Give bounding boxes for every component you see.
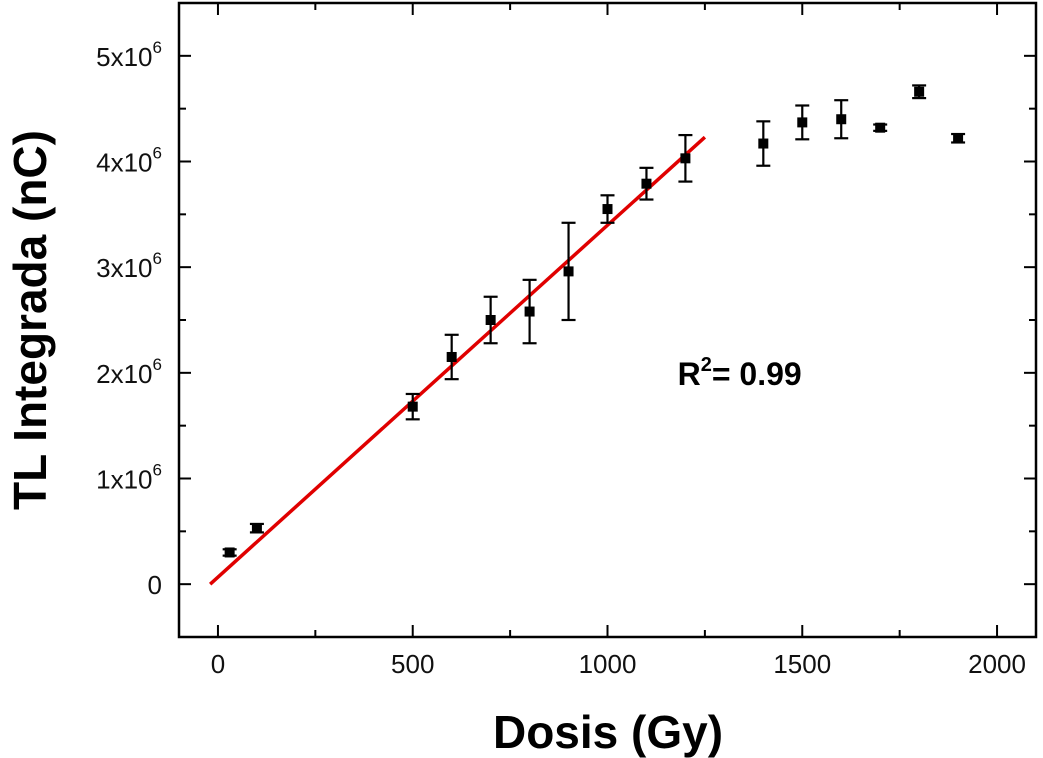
point-marker: [251, 523, 262, 534]
plot-frame: [177, 1, 1038, 639]
y-tick-label: 4x106: [96, 144, 162, 178]
y-tick-label: 3x106: [96, 249, 162, 283]
r-squared-value: = 0.99: [712, 356, 802, 392]
data-point: [912, 84, 927, 100]
x-tick-label: 1500: [773, 649, 831, 679]
point-marker: [875, 122, 886, 133]
y-tick-label: 5x106: [96, 38, 162, 72]
point-marker: [836, 114, 847, 125]
x-tick-labels: 0 500 1000 1500 2000: [211, 649, 1026, 679]
point-marker: [680, 153, 691, 164]
point-marker: [797, 117, 808, 128]
y-tick-mantissa: 1x10: [96, 465, 152, 495]
y-tick-label: 2x106: [96, 355, 162, 389]
y-tick-mantissa: 4x10: [96, 148, 152, 178]
y-tick-exponent: 6: [153, 355, 162, 374]
data-point: [561, 221, 576, 322]
data-point: [483, 295, 498, 345]
x-axis-title: Dosis (Gy): [493, 706, 723, 758]
y-tick-mantissa: 5x10: [96, 42, 152, 72]
data-point: [795, 104, 810, 141]
r-squared-annotation: R2= 0.99: [678, 354, 802, 392]
point-marker: [641, 178, 652, 189]
point-marker: [524, 306, 535, 317]
point-marker: [953, 133, 964, 144]
data-point: [639, 166, 654, 201]
x-tick-label: 0: [211, 649, 225, 679]
y-axis-title: TL Integrada (nC): [4, 130, 56, 510]
point-marker: [914, 86, 925, 97]
data-point: [222, 547, 237, 558]
point-marker: [446, 351, 457, 362]
data-point: [678, 133, 693, 183]
r-squared-base: R: [678, 356, 701, 392]
fit-line-group: [208, 135, 707, 586]
point-marker: [407, 401, 418, 412]
data-point: [444, 333, 459, 381]
data-point: [405, 392, 420, 421]
point-marker: [224, 547, 235, 558]
y-tick-exponent: 6: [153, 38, 162, 57]
point-marker: [563, 266, 574, 277]
data-point: [756, 120, 771, 167]
data-point: [600, 194, 615, 224]
axis-ticks: [179, 3, 1036, 637]
data-point: [522, 278, 537, 345]
y-tick-mantissa: 0: [148, 570, 162, 600]
y-tick-label: 0: [148, 570, 162, 600]
data-point: [873, 122, 888, 133]
r-squared-superscript: 2: [701, 354, 712, 376]
point-marker: [485, 315, 496, 325]
y-tick-exponent: 6: [153, 144, 162, 163]
point-marker: [602, 204, 613, 215]
x-tick-label: 500: [391, 649, 434, 679]
point-marker: [758, 138, 769, 149]
x-tick-label: 2000: [968, 649, 1026, 679]
y-tick-exponent: 6: [153, 461, 162, 480]
y-tick-mantissa: 2x10: [96, 359, 152, 389]
data-points: [222, 84, 966, 558]
data-point: [951, 132, 966, 144]
fit-line: [208, 135, 707, 586]
x-tick-label: 1000: [579, 649, 637, 679]
y-tick-mantissa: 3x10: [96, 253, 152, 283]
y-tick-exponent: 6: [153, 249, 162, 268]
data-point: [834, 99, 849, 140]
data-point: [249, 522, 264, 534]
y-tick-label: 1x106: [96, 461, 162, 495]
